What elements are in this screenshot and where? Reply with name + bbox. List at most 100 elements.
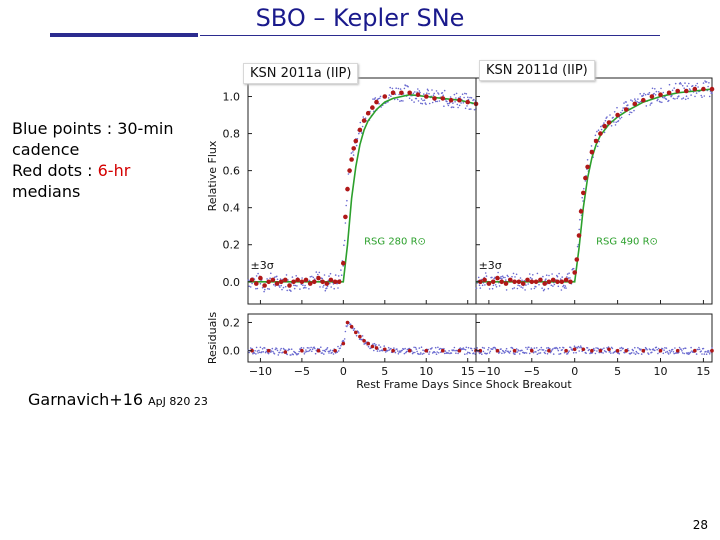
median-point bbox=[457, 97, 462, 103]
raw-flux-point bbox=[403, 87, 406, 90]
raw-residual-point bbox=[556, 348, 559, 350]
raw-flux-point bbox=[280, 284, 282, 287]
median-point bbox=[407, 90, 412, 96]
median-point bbox=[583, 175, 588, 181]
raw-residual-point bbox=[396, 348, 398, 350]
raw-flux-point bbox=[629, 111, 631, 113]
raw-residual-point bbox=[566, 352, 569, 355]
median-point bbox=[482, 277, 487, 283]
raw-flux-point bbox=[683, 87, 685, 89]
raw-flux-point bbox=[323, 284, 325, 287]
raw-residual-point bbox=[483, 347, 486, 349]
raw-flux-point bbox=[708, 95, 711, 98]
raw-residual-point bbox=[307, 350, 309, 353]
raw-residual-point bbox=[434, 351, 436, 354]
title-rule-left bbox=[50, 33, 198, 37]
raw-flux-point bbox=[520, 286, 522, 288]
raw-flux-point bbox=[525, 284, 527, 286]
panel-label-left: KSN 2011a (IIP) bbox=[243, 63, 359, 84]
raw-flux-point bbox=[399, 100, 401, 102]
raw-residual-point bbox=[414, 346, 417, 349]
raw-residual-point bbox=[459, 347, 462, 349]
raw-residual-point bbox=[379, 346, 382, 348]
raw-flux-point bbox=[689, 89, 692, 91]
raw-flux-point bbox=[361, 125, 364, 128]
raw-residual-point bbox=[440, 351, 442, 354]
raw-flux-point bbox=[442, 94, 444, 97]
raw-residual-point bbox=[673, 352, 675, 355]
raw-flux-point bbox=[415, 97, 418, 100]
median-point bbox=[432, 96, 437, 101]
raw-flux-point bbox=[680, 83, 682, 85]
raw-flux-point bbox=[671, 94, 673, 97]
raw-flux-point bbox=[432, 94, 435, 96]
raw-residual-point bbox=[544, 352, 546, 355]
median-point bbox=[658, 92, 663, 97]
raw-flux-point bbox=[423, 99, 426, 101]
raw-residual-point bbox=[450, 352, 453, 354]
x-tick-label: 15 bbox=[461, 365, 475, 378]
raw-residual-point bbox=[620, 349, 622, 352]
median-point bbox=[270, 277, 276, 283]
raw-flux-point bbox=[399, 88, 402, 90]
raw-flux-point bbox=[590, 145, 593, 147]
raw-flux-point bbox=[388, 94, 391, 96]
raw-residual-point bbox=[357, 330, 359, 333]
raw-residual-point bbox=[306, 347, 309, 349]
residual-median-point bbox=[345, 320, 350, 325]
raw-flux-point bbox=[572, 267, 575, 270]
median-point bbox=[399, 90, 404, 96]
raw-residual-point bbox=[421, 353, 424, 355]
raw-residual-point bbox=[695, 353, 698, 355]
raw-flux-point bbox=[259, 282, 262, 285]
median-point bbox=[632, 101, 638, 107]
raw-residual-point bbox=[711, 347, 713, 349]
raw-residual-point bbox=[422, 349, 424, 352]
median-point bbox=[390, 90, 396, 96]
raw-flux-point bbox=[396, 98, 399, 101]
raw-residual-point bbox=[448, 350, 450, 352]
median-point bbox=[578, 209, 584, 214]
raw-flux-point bbox=[308, 279, 311, 282]
residual-y-tick-label: 0.2 bbox=[223, 316, 241, 329]
raw-flux-point bbox=[413, 101, 415, 103]
raw-residual-point bbox=[657, 347, 660, 350]
raw-flux-point bbox=[620, 116, 623, 119]
raw-residual-point bbox=[261, 351, 263, 353]
raw-flux-point bbox=[542, 289, 545, 292]
raw-flux-point bbox=[337, 287, 339, 289]
raw-residual-point bbox=[287, 349, 289, 352]
raw-flux-point bbox=[420, 102, 422, 105]
raw-residual-point bbox=[507, 350, 509, 353]
raw-flux-point bbox=[612, 116, 614, 119]
residual-median-point bbox=[658, 348, 663, 353]
raw-flux-point bbox=[436, 100, 438, 103]
raw-residual-point bbox=[545, 350, 547, 352]
raw-residual-point bbox=[413, 346, 415, 349]
raw-residual-point bbox=[586, 347, 589, 349]
raw-residual-point bbox=[559, 346, 561, 349]
raw-flux-point bbox=[305, 287, 307, 289]
raw-flux-point bbox=[628, 113, 631, 116]
raw-flux-point bbox=[553, 283, 556, 286]
raw-flux-point bbox=[458, 104, 461, 107]
raw-residual-point bbox=[267, 352, 270, 355]
median-point bbox=[370, 105, 375, 110]
x-tick-label: 10 bbox=[419, 365, 433, 378]
raw-flux-point bbox=[488, 288, 491, 290]
raw-flux-point bbox=[308, 288, 310, 290]
median-point bbox=[546, 279, 552, 285]
raw-residual-point bbox=[321, 352, 324, 354]
raw-residual-point bbox=[539, 348, 541, 351]
raw-flux-point bbox=[564, 285, 567, 287]
raw-residual-point bbox=[546, 353, 549, 355]
raw-residual-point bbox=[589, 352, 591, 355]
raw-flux-point bbox=[630, 111, 633, 114]
raw-flux-point bbox=[634, 98, 636, 100]
raw-residual-point bbox=[465, 346, 468, 349]
raw-flux-point bbox=[402, 100, 404, 102]
raw-flux-point bbox=[257, 272, 259, 275]
raw-flux-point bbox=[276, 275, 278, 278]
raw-residual-point bbox=[444, 350, 447, 352]
raw-residual-point bbox=[674, 347, 676, 349]
